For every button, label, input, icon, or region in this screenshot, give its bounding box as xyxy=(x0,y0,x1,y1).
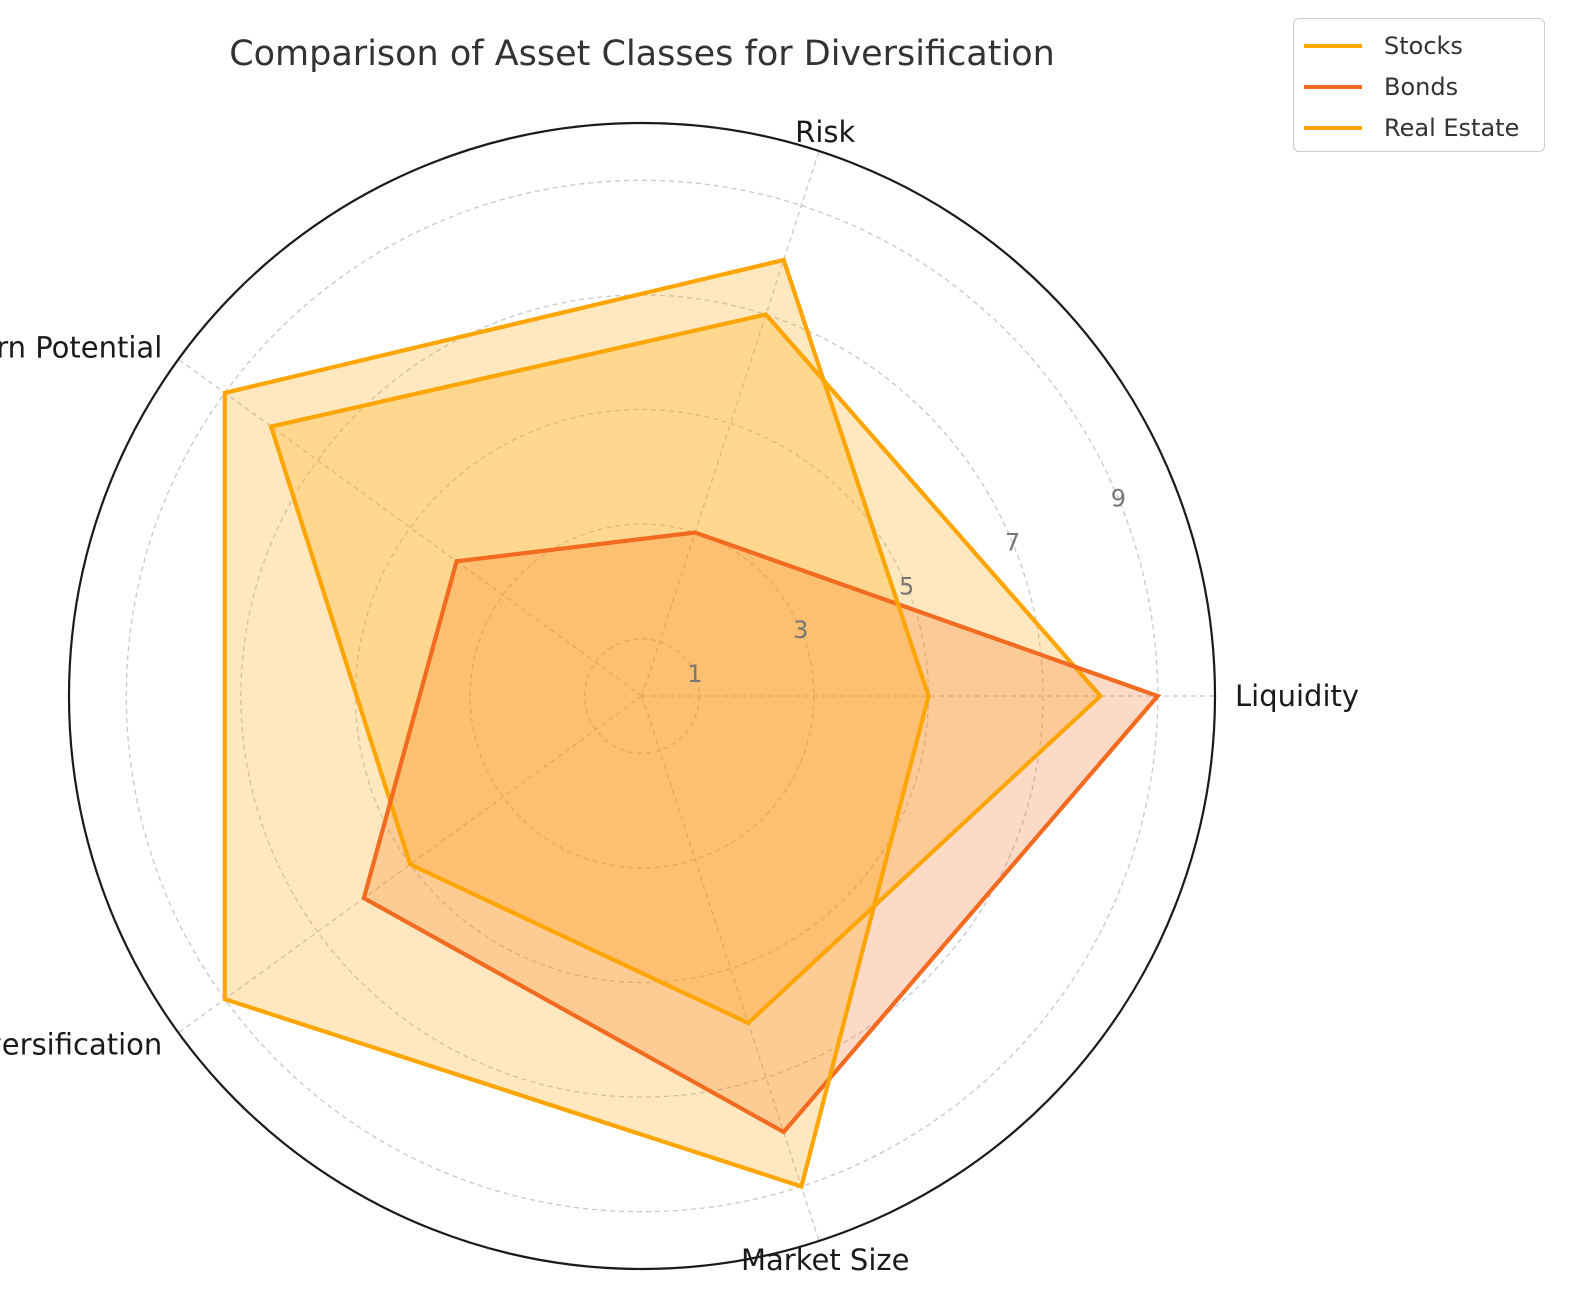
axis-label-market-size: Market Size xyxy=(741,1243,909,1277)
legend-label-real-estate: Real Estate xyxy=(1384,114,1520,142)
tick-label-9: 9 xyxy=(1111,485,1126,513)
axis-label-return-potential: Return Potential xyxy=(0,330,162,364)
legend-item-stocks: Stocks xyxy=(1304,31,1463,61)
tick-label-1: 1 xyxy=(687,660,702,688)
axis-label-risk: Risk xyxy=(795,115,855,149)
tick-label-7: 7 xyxy=(1005,529,1020,557)
series-fill-bonds xyxy=(363,532,1158,1132)
legend-swatch-stocks xyxy=(1304,44,1362,48)
axis-label-diversification: Diversification xyxy=(0,1028,162,1062)
spoke-risk xyxy=(641,150,820,697)
chart-title: Comparison of Asset Classes for Diversif… xyxy=(229,34,1055,74)
series-line-real-estate xyxy=(222,257,931,1190)
outer-ring xyxy=(67,121,1217,1271)
series-layer xyxy=(222,257,1162,1190)
label-layer: 1 3 5 7 9 Liquidity Risk Return Potential Divers… xyxy=(0,115,1359,1277)
series-fill-real-estate xyxy=(224,260,929,1187)
legend: Stocks Bonds Real Estate xyxy=(1293,18,1545,152)
tick-label-3: 3 xyxy=(793,616,808,644)
legend-label-stocks: Stocks xyxy=(1384,32,1463,60)
grid-ring-7 xyxy=(240,294,1044,1098)
series-fill-stocks xyxy=(271,314,1101,1023)
spoke-market-size xyxy=(641,695,820,1242)
spoke-return-potential xyxy=(178,358,643,697)
spoke-diversification xyxy=(178,695,643,1034)
legend-swatch-bonds xyxy=(1304,85,1362,89)
legend-swatch-real-estate xyxy=(1304,126,1362,130)
legend-label-bonds: Bonds xyxy=(1384,73,1459,101)
legend-item-bonds: Bonds xyxy=(1304,72,1458,102)
series-line-bonds xyxy=(361,530,1162,1135)
axis-label-liquidity: Liquidity xyxy=(1235,679,1359,713)
tick-label-5: 5 xyxy=(899,572,914,600)
legend-item-real-estate: Real Estate xyxy=(1304,113,1519,143)
